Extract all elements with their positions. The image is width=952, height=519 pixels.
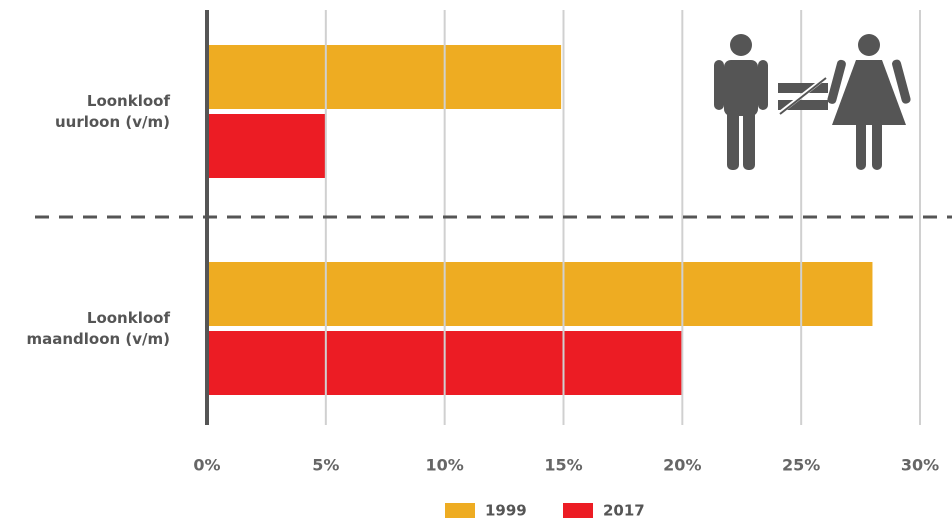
legend-label: 1999 <box>485 502 527 519</box>
legend-item: 1999 <box>445 502 527 519</box>
category-label-line: maandloon (v/m) <box>26 330 170 348</box>
bar <box>207 45 562 109</box>
category-label: Loonkloof uurloon (v/m) <box>55 92 170 131</box>
x-tick-label: 30% <box>901 456 939 475</box>
category-label: Loonkloof maandloon (v/m) <box>26 309 170 348</box>
legend-swatch <box>445 503 475 518</box>
x-tick-label: 15% <box>544 456 582 475</box>
legend-label: 2017 <box>603 502 645 519</box>
legend-item: 2017 <box>563 502 645 519</box>
category-label-line: Loonkloof <box>87 309 171 327</box>
x-tick-label: 5% <box>312 456 339 475</box>
x-tick-label: 20% <box>663 456 701 475</box>
x-tick-label: 0% <box>193 456 220 475</box>
legend-swatch <box>563 503 593 518</box>
x-tick-label: 25% <box>782 456 820 475</box>
gender-icon <box>714 34 911 170</box>
category-label-line: uurloon (v/m) <box>55 113 170 131</box>
bar <box>207 114 326 178</box>
bar <box>207 262 873 326</box>
x-tick-label: 10% <box>426 456 464 475</box>
category-label-line: Loonkloof <box>87 92 171 110</box>
